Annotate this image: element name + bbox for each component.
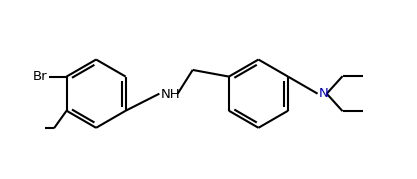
Text: NH: NH bbox=[161, 88, 181, 101]
Text: Br: Br bbox=[33, 70, 48, 83]
Text: N: N bbox=[319, 87, 329, 100]
